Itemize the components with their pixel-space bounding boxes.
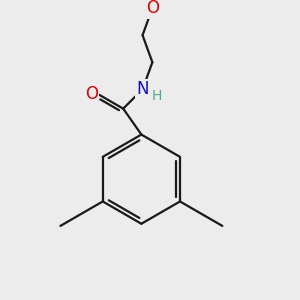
Text: O: O [146,0,159,17]
Text: N: N [136,80,149,98]
Text: H: H [152,88,162,103]
Text: O: O [85,85,98,103]
